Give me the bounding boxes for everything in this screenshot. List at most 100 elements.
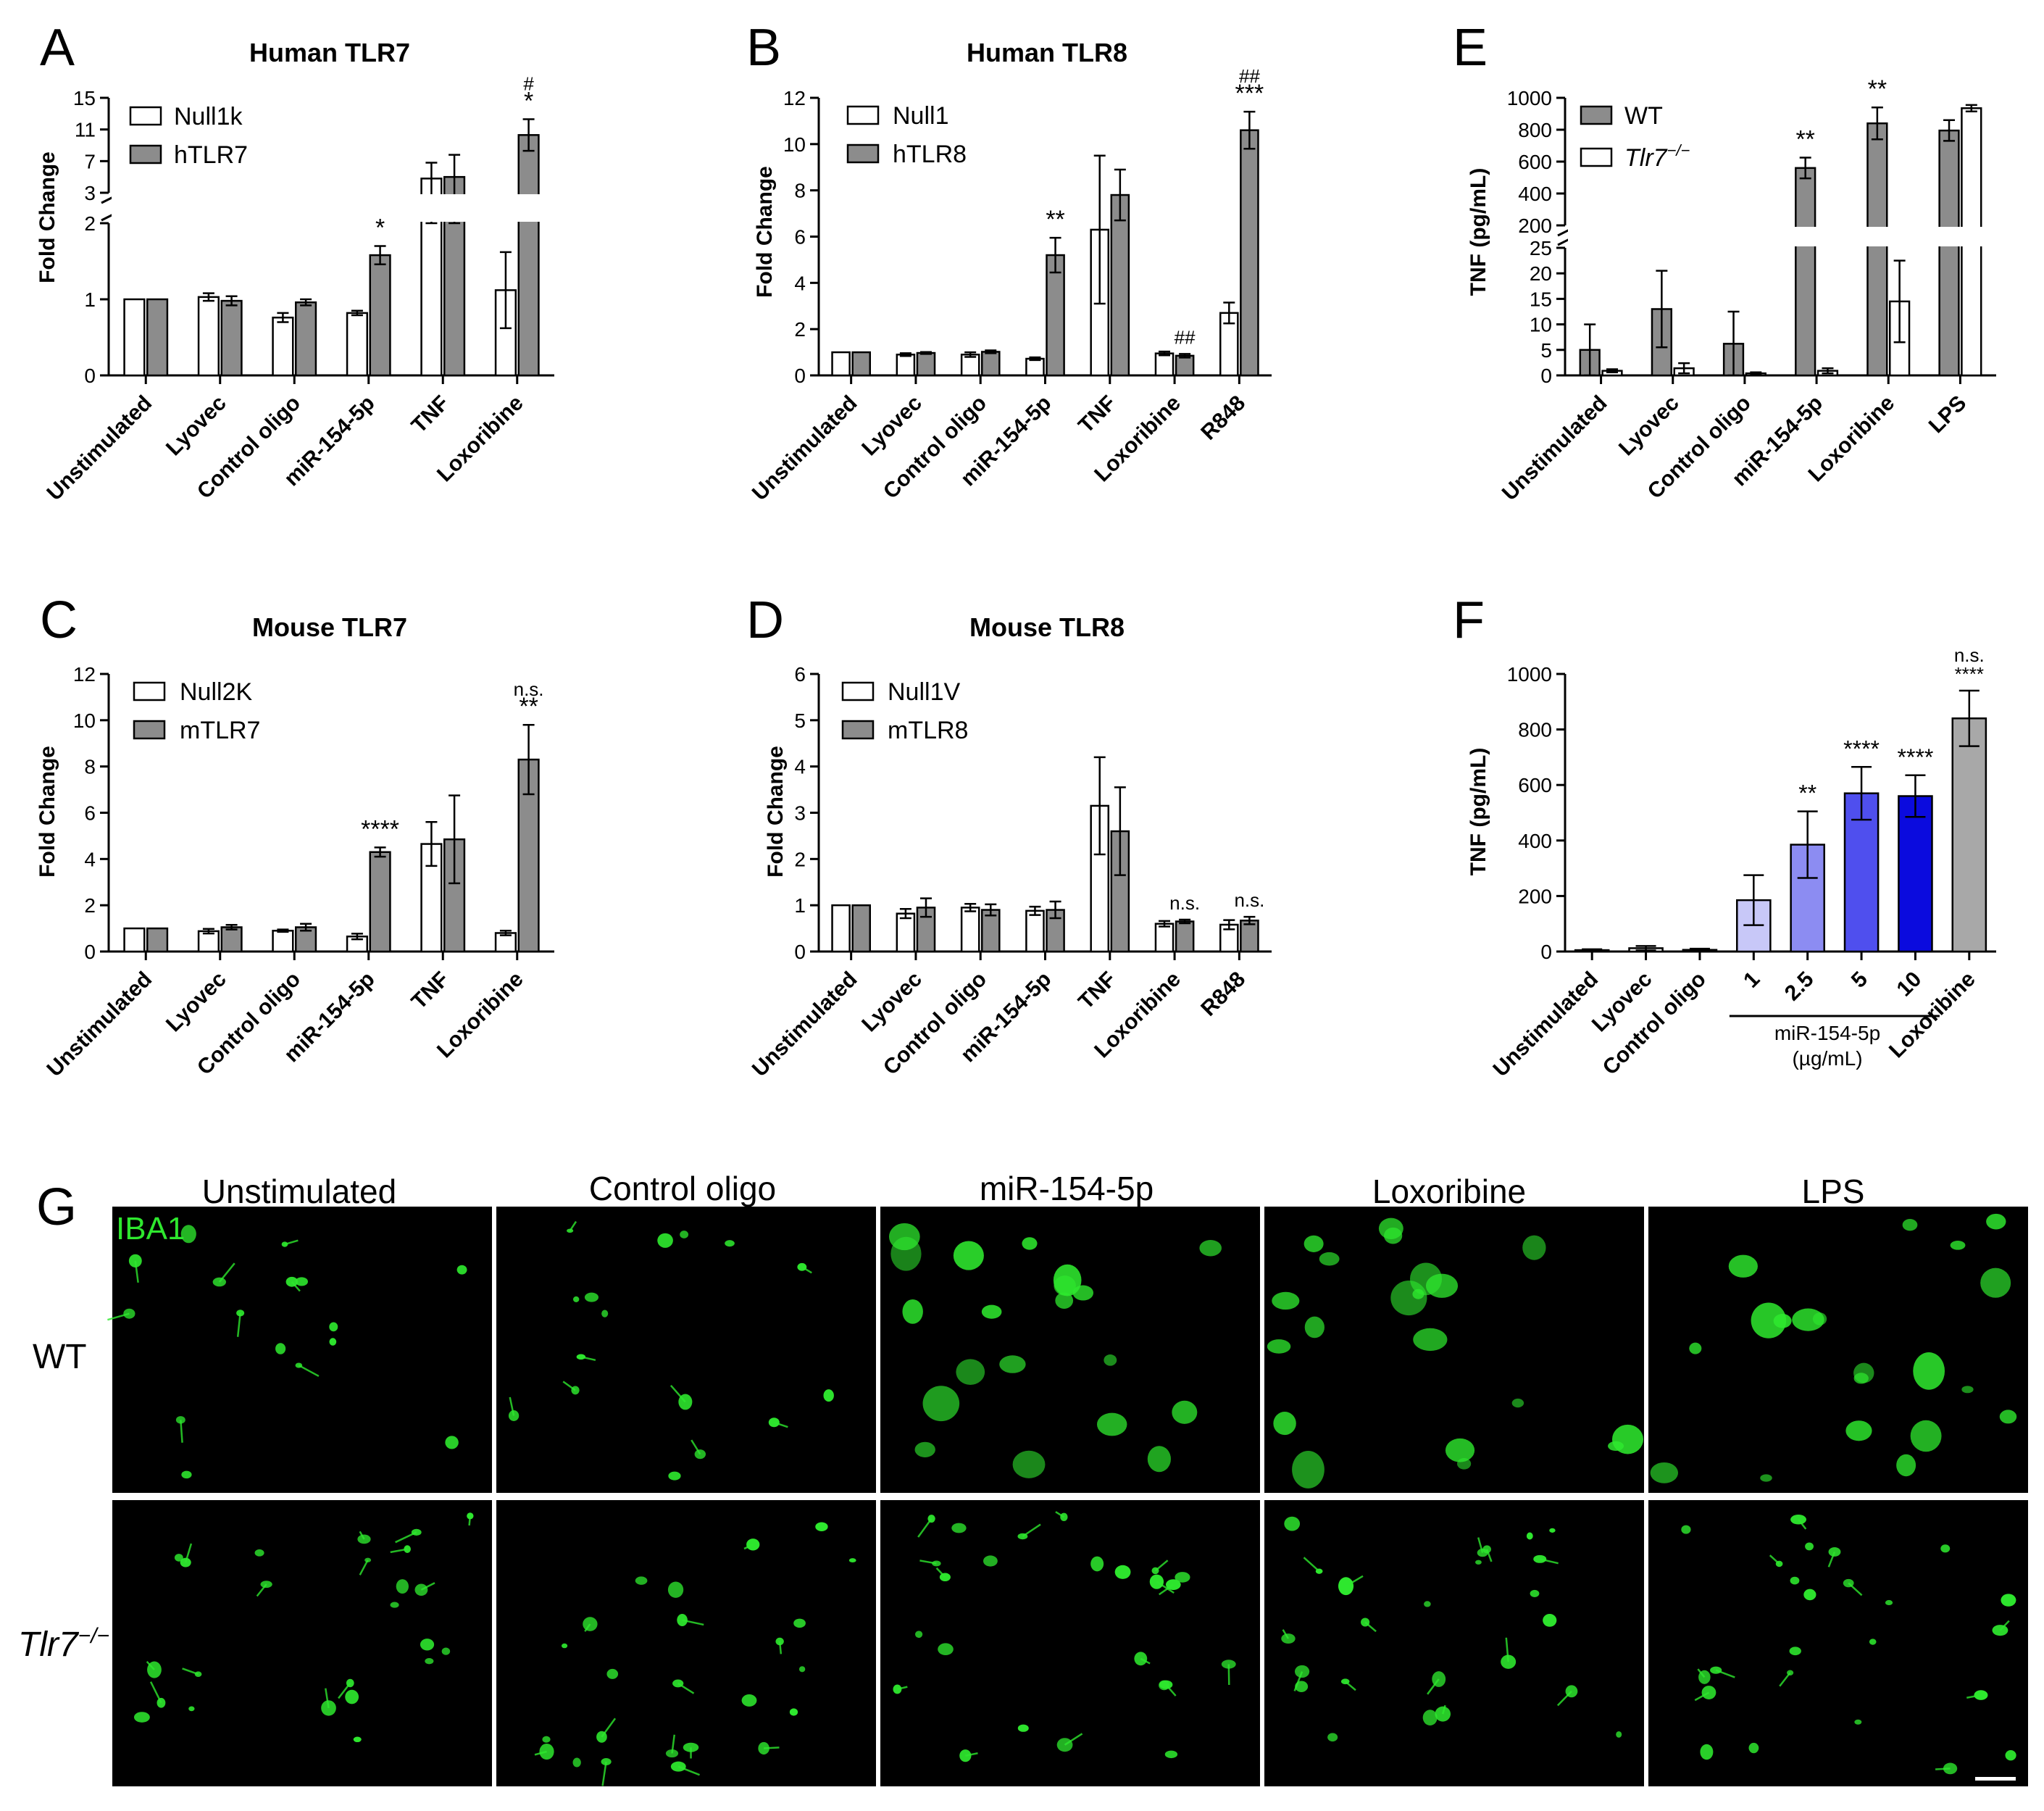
microglia-cell-r1-c3-16 — [1616, 1731, 1622, 1738]
legend-label-e-1: Tlr7−/− — [1624, 141, 1690, 172]
microglia-process-r1-c0-11 — [359, 1531, 365, 1540]
y-tick-label-b-0: 0 — [794, 365, 806, 387]
significance-c-0-0: **** — [361, 815, 399, 843]
microglia-cell-r1-c1-4 — [606, 1668, 619, 1679]
significance-f-2-0: **** — [1898, 744, 1934, 770]
y-tick-label-a-5: 11 — [75, 119, 96, 141]
x-tick-label-d-4: TNF — [1074, 967, 1121, 1015]
y-tick-label-f-5: 1000 — [1507, 663, 1552, 686]
significance-b-1-0: ## — [1175, 326, 1196, 348]
microglia-cell-r1-c1-6 — [635, 1576, 648, 1585]
y-tick-label-d-1: 1 — [794, 894, 806, 917]
ylabel-f: TNF (pg/mL) — [1467, 748, 1490, 876]
microglia-cell-r0-c2-11 — [999, 1355, 1026, 1373]
bar-a-s1-3 — [369, 254, 391, 377]
microglia-process-r1-c4-7 — [1779, 1672, 1791, 1687]
y-tick-label-f-1: 200 — [1518, 885, 1552, 907]
y-tick-label-e-0: 0 — [1540, 365, 1552, 387]
significance-c-1-1: ** — [519, 693, 538, 720]
microglia-process-r1-c2-19 — [1140, 1657, 1151, 1665]
microscopy-grid — [107, 1207, 2028, 1786]
microglia-process-r1-c4-15 — [1999, 1620, 2010, 1631]
legend-swatch-c-0 — [133, 681, 166, 701]
microglia-cell-r0-c3-10 — [1304, 1316, 1325, 1339]
microglia-cell-r0-c4-15 — [1773, 1313, 1792, 1328]
microglia-process-r1-c2-9 — [935, 1567, 946, 1578]
microglia-cell-r1-c2-18 — [1114, 1565, 1131, 1579]
microglia-process-r1-c3-14 — [1345, 1575, 1364, 1587]
significance-f-3-0: n.s. — [1954, 644, 1985, 666]
y-tick-label-e-6: 200 — [1518, 215, 1552, 237]
bar-b-s1-0 — [851, 351, 871, 377]
bar-d-s1-2 — [980, 909, 1001, 953]
y-tick-label-e-9: 800 — [1518, 119, 1552, 141]
microglia-process-r1-c4-9 — [1966, 1694, 1982, 1699]
microglia-cell-r0-c1-2 — [584, 1292, 599, 1302]
microglia-cell-r0-c0-10 — [212, 1277, 227, 1287]
bar-b-s1-5 — [1175, 354, 1195, 377]
microglia-process-r1-c4-21 — [1694, 1691, 1710, 1702]
legend-label-e-0: WT — [1624, 102, 1663, 130]
microglia-cell-r0-c4-5 — [1980, 1267, 2011, 1298]
microglia-process-r1-c3-6 — [1344, 1681, 1356, 1691]
x-tick-label-e-5: LPS — [1924, 391, 1972, 438]
microglia-process-r1-c0-14 — [256, 1583, 267, 1597]
y-tick-label-d-5: 5 — [794, 709, 806, 732]
bar-d-s1-0 — [851, 904, 871, 953]
microglia-cell-r0-c4-13 — [1913, 1352, 1945, 1390]
microglia-cell-r0-c2-2 — [1199, 1240, 1222, 1257]
microglia-cell-r1-c2-5 — [915, 1631, 923, 1639]
legend-swatch-d-0 — [841, 681, 875, 701]
x-tick-label-f-4: 2.5 — [1780, 967, 1819, 1006]
microglia-cell-r0-c4-7 — [1961, 1386, 1974, 1394]
bar-b-s1-2 — [980, 351, 1001, 377]
axis-break-gap-e — [1568, 227, 1999, 246]
microglia-cell-r0-c3-9 — [1319, 1252, 1340, 1266]
microglia-process-r1-c2-2 — [1156, 1581, 1175, 1594]
bar-a-s0-0 — [123, 298, 146, 377]
micro-col-label-2: miR-154-5p — [980, 1170, 1154, 1207]
microglia-process-r1-c4-14 — [1848, 1582, 1863, 1596]
significance-a-0-0: * — [375, 215, 385, 242]
x-tick-label-c-4: TNF — [407, 967, 454, 1015]
microglia-process-r1-c1-19 — [671, 1734, 676, 1754]
microglia-cell-r0-c2-9 — [1096, 1412, 1127, 1436]
microglia-cell-r1-c3-12 — [1526, 1532, 1533, 1540]
microglia-process-r1-c4-19 — [1715, 1669, 1735, 1678]
dose-label-line2: (µg/mL) — [1792, 1047, 1862, 1070]
microglia-process-r0-c0-12 — [236, 1312, 241, 1337]
microglia-cell-r1-c3-9 — [1327, 1733, 1338, 1742]
y-tick-label-d-2: 2 — [794, 848, 806, 870]
microglia-cell-r0-c4-3 — [1812, 1312, 1827, 1325]
microglia-process-r1-c4-20 — [1697, 1668, 1706, 1678]
bar-b-s1-4 — [1110, 193, 1130, 377]
y-tick-label-a-0: 0 — [84, 365, 96, 387]
microglia-cell-r0-c0-5 — [181, 1470, 192, 1479]
microglia-cell-r0-c4-18 — [1845, 1420, 1872, 1441]
microglia-process-r1-c0-4 — [146, 1660, 155, 1670]
x-tick-label-b-6: R848 — [1196, 391, 1250, 445]
legend-label-a-1: hTLR7 — [174, 141, 248, 169]
microglia-process-r1-c1-16 — [584, 1623, 591, 1632]
y-tick-label-d-0: 0 — [794, 941, 806, 963]
legend-label-c-1: mTLR7 — [180, 717, 260, 744]
microglia-process-r0-c0-6 — [180, 1420, 183, 1443]
microglia-cell-r1-c0-9 — [396, 1579, 409, 1594]
microglia-cell-r1-c3-20 — [1295, 1681, 1309, 1692]
bar-b-s0-1 — [896, 354, 916, 377]
legend-b: Null1 hTLR8 — [846, 102, 967, 168]
micrograph-r1-c0 — [112, 1500, 492, 1786]
microglia-cell-r1-c0-19 — [188, 1706, 195, 1712]
legend-swatch-a-0 — [129, 106, 162, 126]
microglia-process-r1-c3-0 — [1442, 1704, 1446, 1715]
microglia-cell-r1-c2-12 — [1017, 1724, 1029, 1732]
microglia-cell-r1-c2-16 — [932, 1560, 941, 1567]
microglia-process-r1-c2-4 — [1022, 1523, 1041, 1538]
y-tick-label-c-5: 10 — [73, 709, 96, 732]
microglia-cell-r0-c3-14 — [1409, 1262, 1443, 1296]
significance-a-1-1: * — [524, 87, 533, 115]
microglia-cell-r0-c2-17 — [1104, 1354, 1117, 1366]
micro-col-label-4: LPS — [1802, 1173, 1865, 1210]
microglia-process-r1-c2-1 — [917, 1518, 933, 1538]
